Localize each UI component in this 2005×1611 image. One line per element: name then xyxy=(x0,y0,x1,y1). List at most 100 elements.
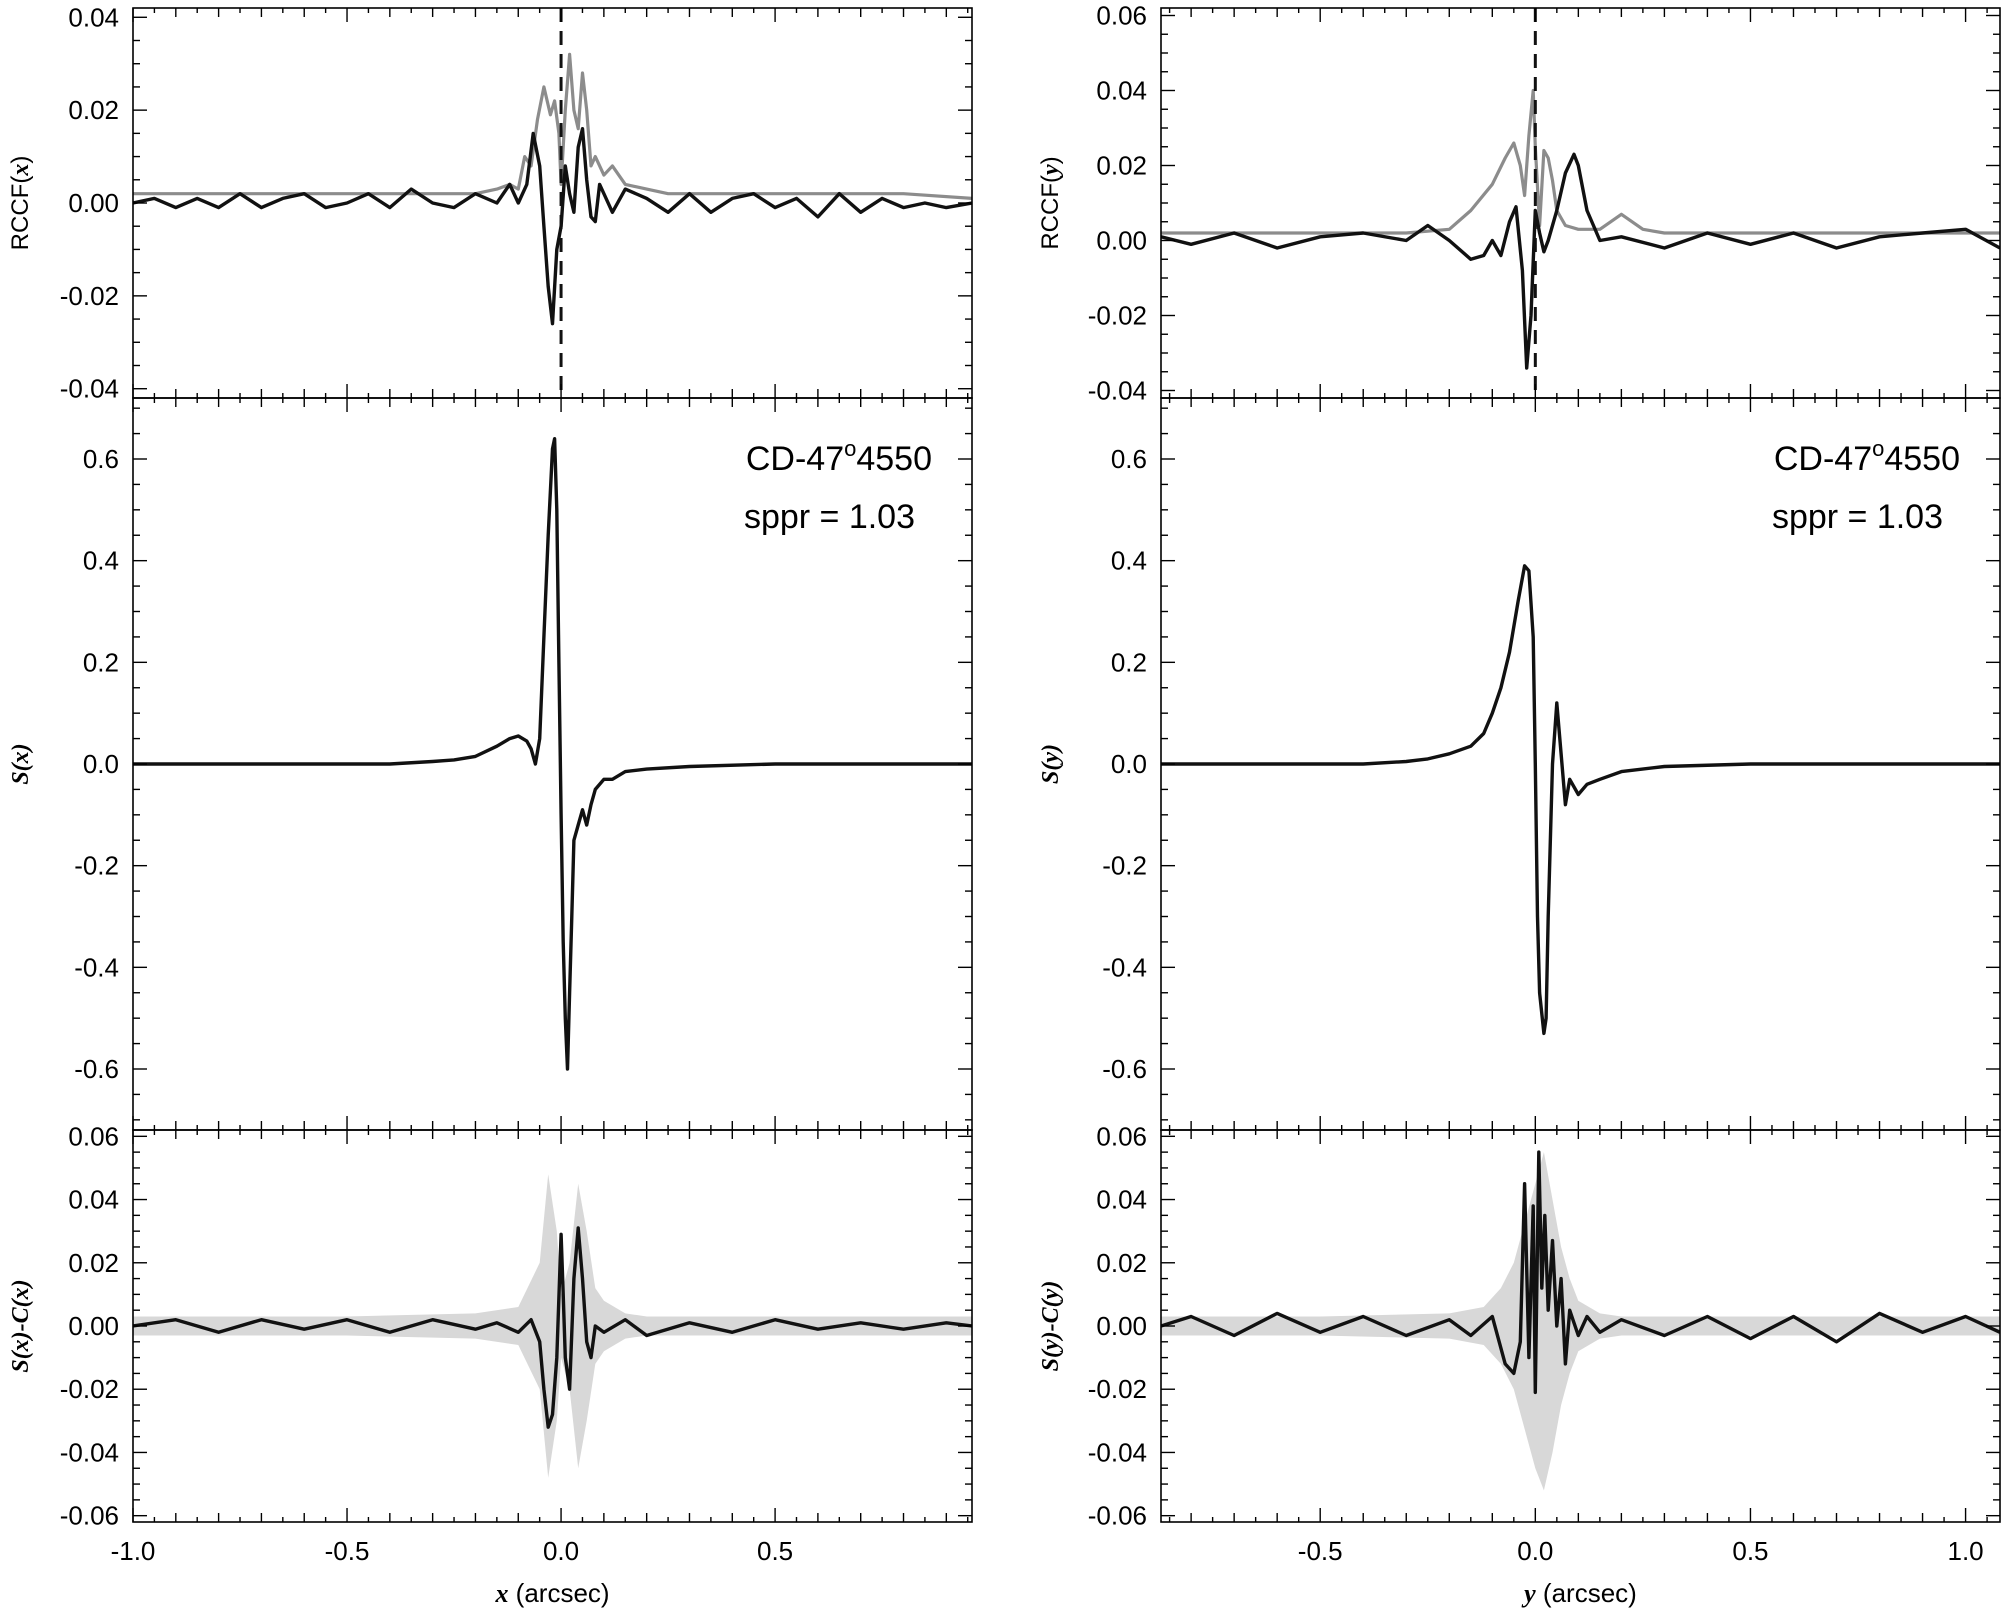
left-residual-xtick-label: -1.0 xyxy=(111,1536,156,1566)
right-rccf-ytick-label: -0.04 xyxy=(1088,376,1147,406)
left-signal-sppr-label: sppr = 1.03 xyxy=(744,498,915,536)
left-residual-xtick-label: -0.5 xyxy=(325,1536,370,1566)
right-residual-ytick-label: -0.06 xyxy=(1088,1501,1147,1531)
left-residual-plot-area xyxy=(133,1174,972,1478)
left-residual-panel: 0.06 0.04 0.02 0.00 -0.02 -0.04 -0.06 -1.0 -0.5 0… xyxy=(8,1121,973,1608)
right-rccf-ylabel-suffix: ) xyxy=(1037,156,1064,164)
right-signal-plot-area xyxy=(1161,564,2000,1036)
left-rccf-ytick-label: 0.00 xyxy=(68,188,119,218)
right-residual-xlabel: y (arcsec) xyxy=(1521,1578,1637,1608)
left-rccf-ylabel-prefix: RCCF( xyxy=(7,176,34,251)
right-residual-xlabel-unit: (arcsec) xyxy=(1536,1578,1637,1608)
right-residual-xtick-label: 0.5 xyxy=(1732,1536,1768,1566)
left-residual-ylabel: S(x)-C(x) xyxy=(8,1279,34,1372)
right-rccf-ylabel-prefix: RCCF( xyxy=(1037,175,1064,250)
right-rccf-series-1-line xyxy=(1161,152,2000,370)
left-signal-ytick-label: 0.4 xyxy=(83,546,119,576)
right-rccf-ytick-label: 0.06 xyxy=(1096,1,1147,31)
left-rccf-frame xyxy=(132,7,973,399)
right-rccf-ylabel: RCCF(y) xyxy=(1037,156,1064,249)
left-signal-star-prefix: CD-47 xyxy=(746,440,844,478)
left-residual-ylabel-var: S(x)-C(x) xyxy=(8,1279,34,1372)
left-signal-degree-symbol: o xyxy=(844,436,856,461)
left-residual-xlabel: x (arcsec) xyxy=(494,1578,609,1608)
left-residual-xlabel-var: x xyxy=(494,1579,508,1608)
left-residual-xtick-label: 0.5 xyxy=(757,1536,793,1566)
left-rccf-series-0-line xyxy=(133,52,972,200)
left-residual-xtick-label: 0.0 xyxy=(543,1536,579,1566)
left-rccf-ylabel-var: x xyxy=(8,164,34,177)
left-signal-panel: 0.6 0.4 0.2 0.0 -0.2 -0.4 -0.6 S(x) CD-47o4550 sp… xyxy=(8,397,973,1131)
right-residual-xtick-label: 1.0 xyxy=(1948,1536,1984,1566)
left-rccf-series-1-line xyxy=(133,126,972,326)
left-signal-ytick-label: -0.6 xyxy=(74,1054,119,1084)
right-signal-ylabel-var: S(y) xyxy=(1038,744,1064,784)
right-signal-ytick-label: 0.2 xyxy=(1111,647,1147,677)
right-signal-degree-symbol: o xyxy=(1872,436,1884,461)
right-rccf-ytick-label: 0.04 xyxy=(1096,76,1147,106)
right-rccf-ytick-label: 0.00 xyxy=(1096,226,1147,256)
left-rccf-ylabel: RCCF(x) xyxy=(7,156,34,251)
left-signal-star-name: CD-47o4550 xyxy=(746,436,932,478)
right-residual-error-band xyxy=(1161,1152,2000,1491)
left-rccf-plot-area xyxy=(133,8,972,398)
left-residual-ytick-label: 0.06 xyxy=(68,1121,119,1151)
right-rccf-series-0-line xyxy=(1161,88,2000,235)
left-signal-star-number: 4550 xyxy=(856,440,932,478)
right-rccf-plot-area xyxy=(1161,8,2000,398)
right-residual-xtick-label: 0.0 xyxy=(1517,1536,1553,1566)
right-residual-ylabel: S(y)-C(y) xyxy=(1038,1281,1064,1372)
left-residual-error-band xyxy=(133,1174,972,1478)
right-residual-panel: 0.06 0.04 0.02 0.00 -0.02 -0.04 -0.06 -0.5 0.0 0.… xyxy=(1038,1121,2001,1608)
right-residual-ytick-label: 0.06 xyxy=(1096,1121,1147,1151)
left-signal-ytick-label: 0.6 xyxy=(83,444,119,474)
right-residual-ytick-label: 0.04 xyxy=(1096,1185,1147,1215)
left-residual-ytick-label: 0.04 xyxy=(68,1185,119,1215)
left-signal-ytick-label: -0.2 xyxy=(74,851,119,881)
right-residual-series-0-line xyxy=(1161,1150,2000,1395)
right-residual-xlabel-var: y xyxy=(1521,1579,1536,1608)
left-rccf-ytick-label: 0.02 xyxy=(68,95,119,125)
left-rccf-ytick-label: -0.04 xyxy=(60,374,119,404)
left-signal-ytick-label: 0.2 xyxy=(83,647,119,677)
right-signal-ytick-label: 0.4 xyxy=(1111,546,1147,576)
right-rccf-ytick-label: 0.02 xyxy=(1096,151,1147,181)
left-signal-ylabel: S(x) xyxy=(8,743,34,784)
left-rccf-ytick-label: -0.02 xyxy=(60,281,119,311)
left-signal-ylabel-var: S(x) xyxy=(8,743,34,784)
right-residual-ytick-label: 0.02 xyxy=(1096,1248,1147,1278)
right-residual-ytick-label: -0.02 xyxy=(1088,1374,1147,1404)
left-residual-ytick-label: -0.06 xyxy=(60,1501,119,1531)
right-signal-star-name: CD-47o4550 xyxy=(1774,436,1960,478)
left-rccf-panel: 0.04 0.02 0.00 -0.02 -0.04 RCCF(x) xyxy=(7,2,973,404)
right-residual-ytick-label: 0.00 xyxy=(1096,1311,1147,1341)
left-residual-xlabel-unit: (arcsec) xyxy=(508,1578,609,1608)
right-signal-series-0-line xyxy=(1161,564,2000,1036)
right-signal-ytick-label: -0.2 xyxy=(1102,851,1147,881)
left-signal-series-0-line xyxy=(133,437,972,1071)
right-signal-ylabel: S(y) xyxy=(1038,744,1064,784)
right-signal-ytick-label: -0.6 xyxy=(1102,1054,1147,1084)
left-signal-ytick-label: 0.0 xyxy=(83,749,119,779)
left-rccf-ylabel-suffix: ) xyxy=(7,156,34,164)
left-residual-ytick-label: -0.04 xyxy=(60,1437,119,1467)
right-rccf-panel: 0.06 0.04 0.02 0.00 -0.02 -0.04 RCCF(y) xyxy=(1037,1,2001,406)
right-rccf-ytick-label: -0.02 xyxy=(1088,301,1147,331)
right-signal-ytick-label: 0.0 xyxy=(1111,749,1147,779)
right-residual-plot-area xyxy=(1161,1150,2000,1491)
left-residual-ytick-label: 0.00 xyxy=(68,1311,119,1341)
right-residual-ylabel-var: S(y)-C(y) xyxy=(1038,1281,1064,1372)
left-signal-plot-area xyxy=(133,437,972,1071)
left-signal-ytick-label: -0.4 xyxy=(74,952,119,982)
right-rccf-ylabel-var: y xyxy=(1038,164,1064,178)
right-signal-panel: 0.6 0.4 0.2 0.0 -0.2 -0.4 -0.6 S(y) CD-47o4550 sp… xyxy=(1038,397,2001,1131)
right-signal-star-prefix: CD-47 xyxy=(1774,440,1872,478)
left-residual-ytick-label: 0.02 xyxy=(68,1248,119,1278)
left-residual-series-0-line xyxy=(133,1226,972,1429)
right-signal-sppr-label: sppr = 1.03 xyxy=(1772,498,1943,536)
right-residual-ytick-label: -0.04 xyxy=(1088,1437,1147,1467)
left-rccf-ytick-label: 0.04 xyxy=(68,2,119,32)
left-residual-ytick-label: -0.02 xyxy=(60,1374,119,1404)
right-signal-ytick-label: -0.4 xyxy=(1102,952,1147,982)
